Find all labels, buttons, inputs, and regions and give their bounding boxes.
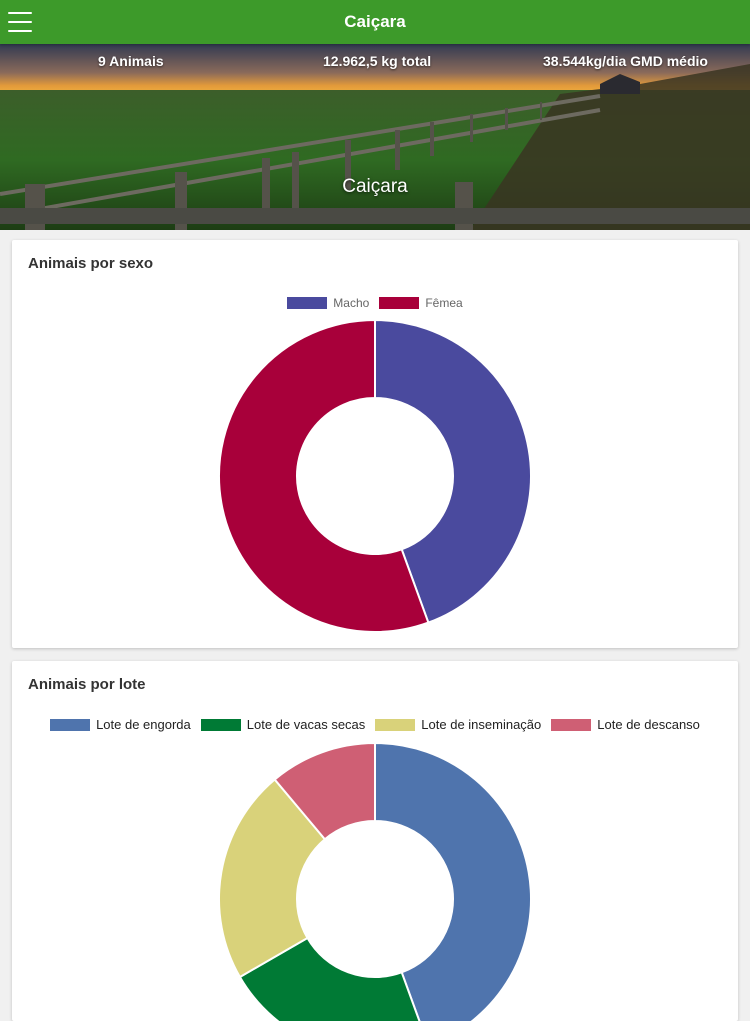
chart-legend: Lote de engorda Lote de vacas secas Lote d…: [12, 717, 738, 732]
legend-item[interactable]: Fêmea: [379, 296, 463, 310]
farm-name: Caiçara: [342, 176, 408, 197]
legend-item[interactable]: Lote de engorda: [50, 717, 191, 732]
slice-lote-de-engorda[interactable]: [374, 741, 532, 1021]
chart-legend: Macho Fêmea: [12, 296, 738, 310]
legend-item[interactable]: Lote de inseminação: [375, 717, 541, 732]
menu-icon[interactable]: [8, 10, 32, 34]
landscape-image: [0, 44, 750, 230]
legend-swatch: [375, 718, 416, 731]
slice-f-mea[interactable]: [218, 318, 430, 633]
farm-banner: 9 Animais 12.962,5 kg total 38.544kg/dia…: [0, 44, 750, 230]
legend-item[interactable]: Lote de vacas secas: [200, 717, 366, 732]
slice-lote-de-insemina-o[interactable]: [218, 778, 327, 979]
chart-title: Animais por lote: [28, 676, 146, 693]
legend-label: Fêmea: [425, 296, 463, 310]
chart-title: Animais por sexo: [28, 255, 154, 272]
chart-card-sexo: Animais por sexo Macho Fêmea: [12, 240, 738, 648]
legend-label: Lote de inseminação: [421, 717, 542, 732]
legend-item[interactable]: Macho: [287, 296, 369, 310]
legend-swatch: [551, 718, 592, 731]
doughnut-chart-lote: [218, 741, 532, 1021]
slice-lote-de-descanso[interactable]: [273, 741, 376, 841]
legend-swatch: [200, 718, 241, 731]
average-gmd: 38.544kg/dia GMD médio: [543, 53, 708, 69]
legend-swatch: [379, 297, 420, 309]
legend-swatch: [50, 718, 91, 731]
doughnut-chart-sexo: [218, 318, 532, 633]
legend-label: Lote de engorda: [96, 717, 191, 732]
slice-macho[interactable]: [374, 318, 532, 624]
chart-card-lote: Animais por lote Lote de engorda Lote de …: [12, 661, 738, 1021]
legend-swatch: [287, 297, 328, 309]
legend-label: Lote de vacas secas: [246, 717, 366, 732]
animal-count: 9 Animais: [98, 53, 164, 69]
total-weight: 12.962,5 kg total: [323, 53, 432, 69]
legend-item[interactable]: Lote de descanso: [551, 717, 700, 732]
legend-label: Lote de descanso: [597, 717, 700, 732]
legend-label: Macho: [333, 296, 370, 310]
app-bar: Caiçara: [0, 0, 750, 44]
app-title: Caiçara: [344, 12, 406, 31]
